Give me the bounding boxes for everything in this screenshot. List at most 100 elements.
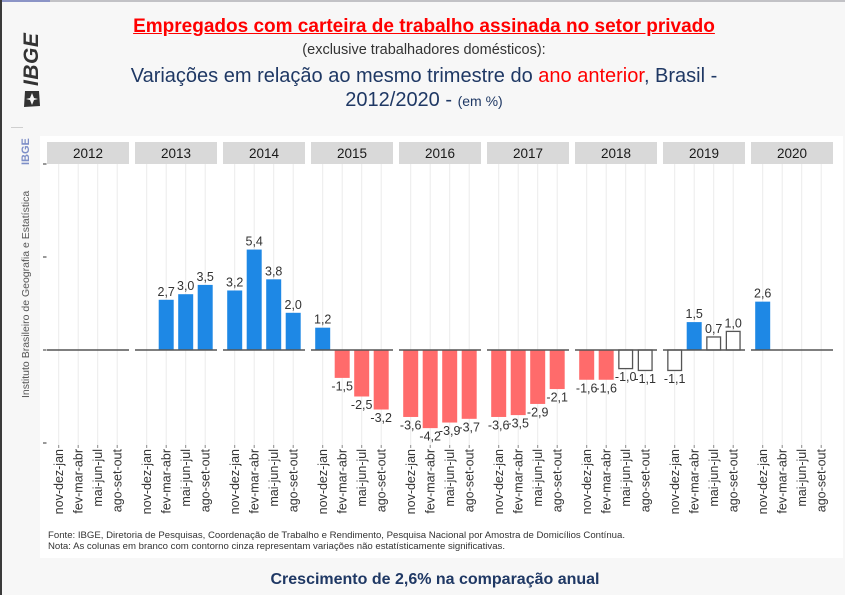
facet-strip-label: 2014 (249, 146, 280, 161)
facet-strip (751, 142, 833, 164)
bar (178, 294, 194, 350)
top-bar-accent (0, 0, 50, 2)
x-tick-label: mai-jun-jul (179, 449, 193, 507)
data-label: 3,2 (226, 275, 243, 289)
x-tick-label: mai-jun-jul (91, 449, 105, 507)
facet-strip (223, 142, 305, 164)
x-tick-label: mai-jun-jul (531, 449, 545, 507)
top-bar (50, 0, 845, 2)
facet-2013: 2013 nov-dez-jan fev-mar-abr mai-jun-jul ago… (135, 142, 217, 514)
source-note: Fonte: IBGE, Diretoria de Pesquisas, Coo… (48, 530, 626, 541)
facet-strip (663, 142, 745, 164)
x-tick-label: nov-dez-jan (580, 449, 594, 514)
x-tick-label: fev-mar-abr (336, 449, 350, 514)
bar-not-significant (667, 349, 683, 372)
facet-strip (47, 142, 129, 164)
facet-strip-label: 2017 (513, 146, 543, 161)
data-label: -2,5 (351, 398, 373, 412)
significance-note: Nota: As colunas em branco com contorno … (48, 541, 505, 552)
bar (755, 301, 771, 350)
facet-strip (135, 142, 217, 164)
facet-2015: 2015 nov-dez-jan fev-mar-abr mai-jun-jul ago… (311, 142, 393, 514)
sidebar-separator (11, 127, 23, 128)
bar (158, 299, 174, 350)
data-label: 3,5 (197, 270, 214, 284)
bar (549, 350, 565, 390)
data-label: 1,0 (725, 316, 742, 330)
x-tick-label: ago-set-out (727, 448, 741, 512)
bar (579, 350, 595, 380)
facet-strip-label: 2012 (73, 146, 103, 161)
bar (442, 350, 458, 423)
facet-strip-label: 2015 (337, 146, 367, 161)
data-label: 3,0 (177, 279, 194, 293)
x-tick-label: nov-dez-jan (228, 449, 242, 514)
bar (422, 350, 438, 429)
x-tick-label: fev-mar-abr (688, 449, 702, 514)
facet-strip-label: 2020 (777, 146, 807, 161)
x-tick-label: nov-dez-jan (668, 449, 682, 514)
bar (530, 350, 546, 404)
x-tick-label: fev-mar-abr (72, 449, 86, 514)
data-label: -2,1 (546, 391, 568, 405)
facet-strip (575, 142, 657, 164)
facet-2012: 2012 nov-dez-jan fev-mar-abr mai-jun-jul ago… (47, 142, 129, 514)
x-tick-label: fev-mar-abr (600, 449, 614, 514)
bar (315, 327, 331, 350)
data-label: 1,2 (314, 313, 331, 327)
data-label: -3,6 (488, 418, 510, 432)
x-tick-label: fev-mar-abr (512, 449, 526, 514)
facet-2019: 2019 nov-dez-jan fev-mar-abr mai-jun-jul ago… (663, 142, 745, 514)
facet-strip-label: 2016 (425, 146, 455, 161)
facet-2016: 2016 nov-dez-jan fev-mar-abr mai-jun-jul ago… (399, 142, 481, 514)
bar (285, 312, 301, 350)
data-label: 2,7 (158, 285, 175, 299)
x-tick-label: fev-mar-abr (424, 449, 438, 514)
facet-strip (399, 142, 481, 164)
unit-text: (em %) (457, 93, 503, 109)
facet-strip-label: 2018 (601, 146, 631, 161)
slide-caption: Crescimento de 2,6% na comparação anual (270, 571, 600, 588)
x-tick-label: mai-jun-jul (795, 449, 809, 507)
bar (686, 322, 702, 350)
data-label: -3,6 (400, 418, 422, 432)
bar (354, 350, 370, 397)
bar (246, 249, 262, 350)
bar (510, 350, 526, 416)
bar (197, 284, 213, 350)
bar (373, 350, 389, 410)
chart-period: 2012/2020 - (em %) (0, 88, 845, 113)
data-label: 2,6 (754, 287, 771, 301)
facet-2014: 2014 nov-dez-jan fev-mar-abr mai-jun-jul ago… (223, 142, 305, 514)
x-tick-label: nov-dez-jan (756, 449, 770, 514)
bar (461, 350, 477, 419)
bar (227, 290, 243, 350)
x-tick-label: nov-dez-jan (52, 449, 66, 514)
facet-strip-label: 2019 (689, 146, 719, 161)
x-tick-label: nov-dez-jan (316, 449, 330, 514)
x-tick-label: fev-mar-abr (248, 449, 262, 514)
chart-description: Variações em relação ao mesmo trimestre … (0, 64, 845, 88)
period-text: 2012/2020 - (345, 89, 458, 111)
x-tick-label: mai-jun-jul (443, 449, 457, 507)
data-label: 5,4 (246, 235, 263, 249)
description-highlight: ano anterior (538, 65, 644, 87)
bar (334, 350, 350, 378)
x-tick-label: ago-set-out (815, 448, 829, 512)
data-label: -1,1 (664, 372, 686, 386)
bar-not-significant (637, 349, 653, 372)
x-tick-label: mai-jun-jul (267, 449, 281, 507)
data-label: -1,6 (595, 381, 617, 395)
x-tick-label: mai-jun-jul (355, 449, 369, 507)
x-tick-label: mai-jun-jul (619, 449, 633, 507)
x-tick-label: ago-set-out (287, 448, 301, 512)
bar (491, 350, 507, 417)
data-label: 1,5 (686, 307, 703, 321)
data-label: 0,7 (705, 322, 722, 336)
data-label: 3,8 (265, 264, 282, 278)
ibge-emblem-icon (24, 91, 40, 107)
chart-title: Empregados com carteira de trabalho assi… (133, 16, 715, 37)
x-tick-label: ago-set-out (199, 448, 213, 512)
x-tick-label: ago-set-out (375, 448, 389, 512)
